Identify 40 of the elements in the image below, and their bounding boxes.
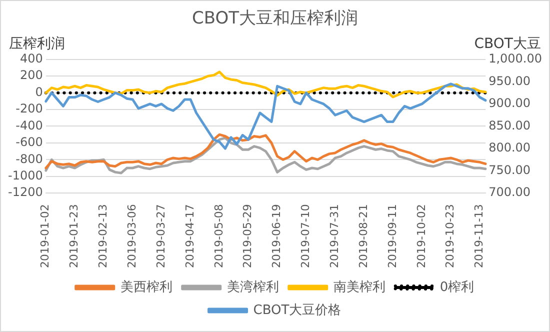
x-tick-label: 2019-09-11 xyxy=(386,204,399,268)
legend-label: 0榨利 xyxy=(440,280,474,295)
legend-label: 美西榨利 xyxy=(120,278,172,295)
legend-label: CBOT大豆价格 xyxy=(253,302,342,318)
x-tick-label: 2019-05-08 xyxy=(212,204,226,268)
chart-title: CBOT大豆和压榨利润 xyxy=(192,8,358,29)
y-tick-label: 200 xyxy=(20,68,43,82)
x-tick-label: 2019-03-06 xyxy=(126,204,139,268)
y-tick-label: -800 xyxy=(16,152,43,166)
legend-label: 美湾榨利 xyxy=(226,278,279,295)
y-tick-label: 400 xyxy=(20,52,43,66)
x-tick-label: 2019-04-17 xyxy=(183,204,196,268)
x-tick-label: 2019-07-31 xyxy=(328,204,341,268)
x-tick-label: 2019-01-23 xyxy=(68,204,81,268)
y-tick-label: 0 xyxy=(35,84,43,99)
x-tick-label: 2019-01-02 xyxy=(38,204,52,268)
y-tick-label: -200 xyxy=(16,102,43,116)
y-tick-label: -400 xyxy=(16,118,43,132)
x-tick-label: 2019-10-02 xyxy=(414,204,428,268)
y-tick-label: -1000 xyxy=(8,168,43,182)
y2-axis-title: CBOT大豆 xyxy=(474,36,541,52)
x-tick-label: 2019-05-29 xyxy=(241,204,254,268)
x-tick-label: 2019-11-13 xyxy=(472,204,486,268)
y-tick-label: -1200 xyxy=(8,185,43,200)
y2-tick-label: 900.00 xyxy=(488,96,531,110)
y2-tick-label: 700.00 xyxy=(488,185,531,200)
y2-tick-label: 950.00 xyxy=(488,74,531,88)
x-tick-label: 2019-06-19 xyxy=(270,204,284,268)
y-axis-title: 压榨利润 xyxy=(9,36,65,52)
x-tick-label: 2019-03-27 xyxy=(154,204,168,268)
y2-tick-label: 750.00 xyxy=(488,162,531,177)
legend-label: 南美榨利 xyxy=(333,278,386,295)
y2-tick-label: 800.00 xyxy=(488,140,531,155)
y-tick-label: -600 xyxy=(16,135,43,150)
x-tick-label: 2019-02-13 xyxy=(96,204,110,268)
x-tick-label: 2019-07-10 xyxy=(299,204,312,268)
y2-tick-label: 850.00 xyxy=(488,118,531,132)
y2-tick-label: 1,000.00 xyxy=(488,52,542,66)
x-tick-label: 2019-08-21 xyxy=(356,204,370,268)
x-tick-label: 2019-10-23 xyxy=(444,204,457,268)
